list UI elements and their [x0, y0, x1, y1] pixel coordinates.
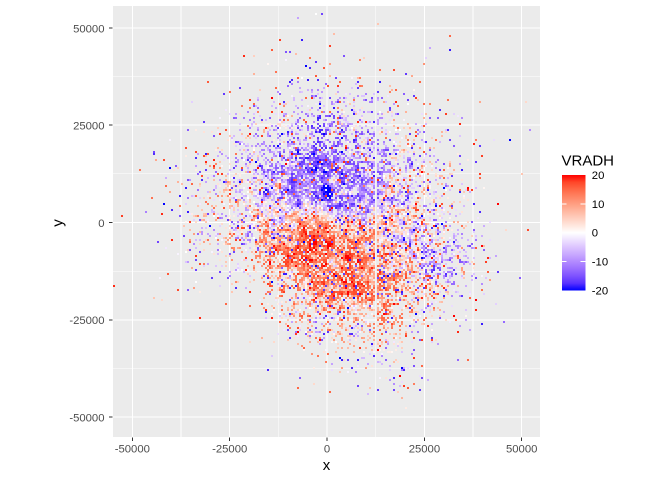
- svg-text:50000: 50000: [506, 444, 537, 456]
- svg-text:-50000: -50000: [115, 444, 150, 456]
- svg-text:0: 0: [98, 218, 104, 230]
- svg-text:20: 20: [592, 170, 605, 182]
- svg-text:-25000: -25000: [212, 444, 247, 456]
- svg-text:25000: 25000: [409, 444, 440, 456]
- svg-text:-10: -10: [592, 257, 608, 269]
- svg-text:-50000: -50000: [69, 412, 104, 424]
- svg-text:-25000: -25000: [69, 315, 104, 327]
- svg-text:25000: 25000: [73, 121, 104, 133]
- svg-text:VRADH: VRADH: [562, 153, 615, 170]
- svg-text:0: 0: [592, 228, 598, 240]
- svg-text:y: y: [49, 219, 66, 227]
- svg-text:x: x: [323, 457, 331, 474]
- svg-text:-20: -20: [592, 285, 608, 297]
- svg-text:50000: 50000: [73, 23, 104, 35]
- svg-text:0: 0: [324, 444, 330, 456]
- svg-text:10: 10: [592, 199, 605, 211]
